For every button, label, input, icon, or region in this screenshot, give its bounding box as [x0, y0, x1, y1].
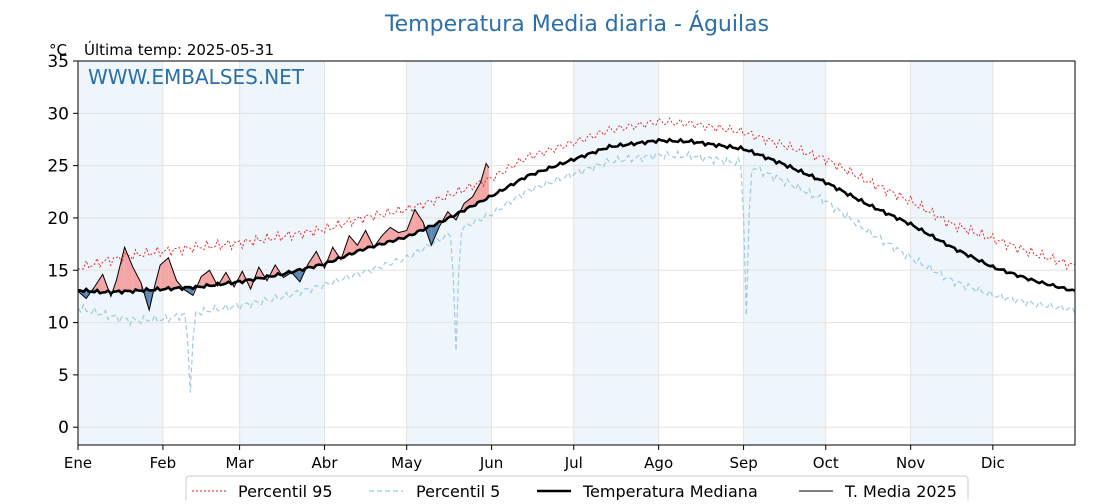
- anomaly-fill-above: [308, 251, 317, 268]
- anomaly-fill-above: [357, 230, 366, 252]
- x-axis-ticks: Ene Feb Mar Abr May Jun Jul Ago Sep Oct Nov Dic: [64, 445, 1005, 472]
- anomaly-fill-above: [406, 209, 415, 237]
- y-tick-label: 20: [47, 209, 69, 229]
- series-line-current: [77, 162, 490, 312]
- x-tick-label: May: [391, 454, 422, 472]
- x-tick-label: Feb: [150, 454, 177, 472]
- anomaly-fill-above: [472, 182, 481, 206]
- series-line-p5: [77, 149, 1076, 393]
- x-tick-label: Sep: [729, 454, 757, 472]
- y-tick-label: 25: [47, 157, 69, 177]
- anomaly-fill-above: [201, 270, 210, 287]
- y-tick-label: 35: [47, 52, 69, 72]
- y-tick-label: 30: [47, 104, 69, 124]
- x-tick-label: Jul: [564, 454, 583, 472]
- y-tick-label: 5: [58, 366, 69, 386]
- y-unit-label: °C: [49, 41, 67, 59]
- x-tick-label: Dic: [981, 454, 1005, 472]
- x-tick-label: Mar: [225, 454, 254, 472]
- anomaly-fill-above: [94, 274, 103, 293]
- series-line-median: [77, 137, 1076, 296]
- month-bands: [78, 61, 993, 445]
- x-tick-label: Ago: [644, 454, 673, 472]
- x-tick-label: Nov: [896, 454, 925, 472]
- plot-frame: [77, 60, 1076, 446]
- y-tick-label: 10: [47, 314, 69, 334]
- anomaly-fill-above: [414, 209, 424, 234]
- anomaly-fill-below: [184, 287, 194, 296]
- month-band: [573, 61, 659, 445]
- month-band: [239, 61, 325, 445]
- anomaly-fill-above: [349, 235, 358, 255]
- anomaly-fill-above: [480, 163, 487, 202]
- anomaly-fill-above: [382, 227, 391, 244]
- last-temp-label: Última temp: 2025-05-31: [84, 40, 274, 59]
- anomaly-fill-above: [160, 257, 169, 290]
- legend-box: [185, 475, 969, 504]
- month-band: [78, 61, 163, 445]
- month-band: [743, 61, 826, 445]
- legend-label-p95: Percentil 95: [238, 482, 333, 500]
- y-tick-label: 0: [58, 418, 69, 438]
- month-band: [406, 61, 492, 445]
- y-axis-ticks: 0 5 10 15 20 25 30 35: [47, 52, 78, 438]
- anomaly-fill-above: [390, 227, 399, 242]
- anomaly-fill-above: [486, 163, 489, 199]
- legend: Percentil 95 Percentil 5 Temperatura Med…: [185, 475, 969, 504]
- legend-label-median: Temperatura Mediana: [582, 482, 758, 500]
- x-tick-label: Ene: [64, 454, 92, 472]
- series-lines: [77, 117, 1076, 393]
- chart-title: Temperatura Media diaria - Águilas: [384, 11, 769, 37]
- watermark-text: WWW.EMBALSES.NET: [88, 65, 305, 89]
- month-band: [910, 61, 993, 445]
- anomaly-fill-above: [116, 247, 125, 292]
- legend-label-p5: Percentil 5: [416, 482, 500, 500]
- anomaly-fill-above: [132, 267, 141, 292]
- x-tick-label: Jun: [479, 454, 503, 472]
- x-tick-label: Abr: [312, 454, 339, 472]
- anomaly-fill-above: [168, 257, 177, 289]
- anomaly-fill-above: [124, 247, 133, 292]
- x-tick-label: Oct: [813, 454, 839, 472]
- y-tick-label: 15: [47, 261, 69, 281]
- legend-label-current: T. Media 2025: [844, 482, 957, 500]
- series-line-p95: [77, 117, 1076, 271]
